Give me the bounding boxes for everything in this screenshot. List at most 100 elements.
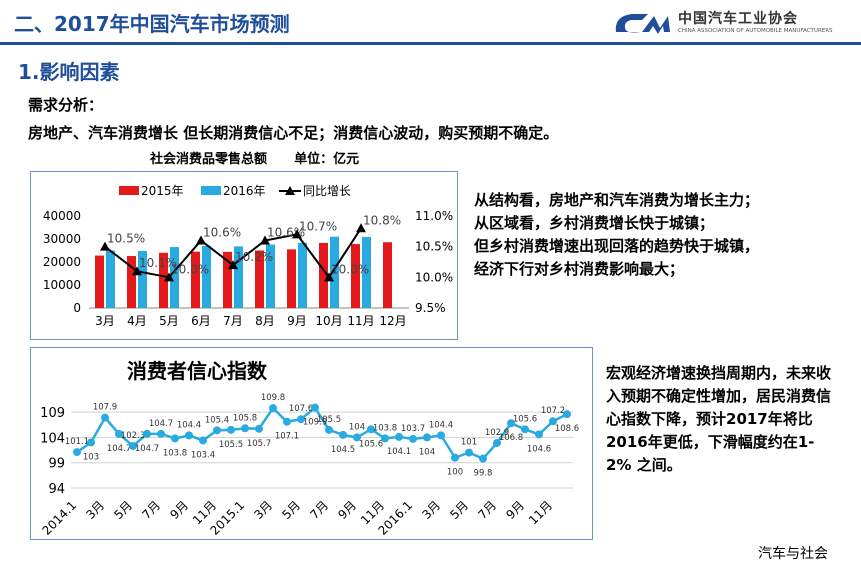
analysis-text-2: 宏观经济增速换挡周期内，未来收入预期不确定性增加，居民消费信心指数下降，预计20… <box>606 364 832 474</box>
data-label: 109.8 <box>261 393 285 403</box>
confidence-point <box>199 436 207 445</box>
data-label: 105.8 <box>233 413 257 423</box>
legend-label: 2016年 <box>223 184 266 198</box>
x-tick-label: 5月 <box>447 498 471 522</box>
legend-label: 2015年 <box>141 184 184 198</box>
confidence-point <box>507 419 515 428</box>
bar <box>234 246 243 308</box>
x-tick-label: 5月 <box>111 498 135 522</box>
data-label: 100 <box>447 468 463 478</box>
confidence-point <box>311 403 319 412</box>
data-label: 103.4 <box>191 450 215 460</box>
growth-point <box>196 235 206 245</box>
footer-source: 汽车与社会 <box>758 546 828 562</box>
x-tick-label: 4月 <box>127 314 147 328</box>
growth-label: 10.5% <box>107 232 145 246</box>
data-label: 107.2 <box>541 406 565 416</box>
x-tick-label: 6月 <box>191 314 211 328</box>
logo-text: 中国汽车工业协会 <box>678 11 798 27</box>
confidence-point <box>283 417 291 426</box>
confidence-point <box>465 448 473 457</box>
growth-point <box>292 229 302 239</box>
confidence-point <box>73 448 81 457</box>
confidence-point <box>129 442 137 451</box>
logo-icon <box>615 14 670 34</box>
bar <box>223 251 232 308</box>
growth-label: 10.7% <box>299 219 337 233</box>
growth-label: 10.0% <box>171 262 209 276</box>
x-tick-label: 8月 <box>255 314 275 328</box>
x-tick-label: 9月 <box>287 314 307 328</box>
data-label: 101 <box>461 438 477 448</box>
confidence-point <box>325 425 333 434</box>
growth-point <box>260 235 270 245</box>
x-tick-label: 3月 <box>251 498 275 522</box>
confidence-point <box>185 431 193 440</box>
data-label: 104.6 <box>527 444 551 454</box>
bar <box>191 251 200 308</box>
legend-label: 同比增长 <box>303 184 351 198</box>
page-title: 二、2017年中国汽车市场预测 <box>14 12 290 36</box>
data-label: 103 <box>83 452 99 462</box>
data-label: 107.1 <box>275 432 299 442</box>
data-label: 107.9 <box>93 403 117 413</box>
growth-label: 10.1% <box>139 256 177 270</box>
data-label: 105.5 <box>317 415 341 425</box>
analysis-text-1: 从结构看，房地产和汽车消费为增长主力； 从区域看，乡村消费增长快于城镇； 但乡村… <box>474 189 759 281</box>
bar <box>170 247 179 308</box>
bar <box>351 244 360 308</box>
confidence-point <box>493 438 501 447</box>
confidence-point <box>297 415 305 424</box>
confidence-point <box>479 454 487 463</box>
x-tick-label: 7月 <box>223 314 243 328</box>
bar <box>202 245 211 308</box>
data-label: 107.6 <box>289 404 313 414</box>
data-label: 103.7 <box>401 424 425 434</box>
retail-sales-chart: 2015年 2016年 同比增长 0 10000 20000 30000 40000 9.5% 1… <box>30 171 458 340</box>
y2-tick-label: 9.5% <box>415 301 446 315</box>
data-label: 105.5 <box>219 440 243 450</box>
data-label: 104.4 <box>177 420 201 430</box>
y-tick-label: 10000 <box>43 278 81 292</box>
y2-tick-label: 10.5% <box>415 240 453 254</box>
growth-point <box>132 266 142 276</box>
analysis-line: 经济下行对乡村消费影响最大； <box>474 260 685 278</box>
confidence-point <box>367 425 375 434</box>
growth-label: 10.6% <box>203 226 241 240</box>
data-label: 108.6 <box>555 424 579 434</box>
growth-point <box>228 260 238 270</box>
bar <box>95 255 104 308</box>
confidence-index-chart: 消费者信心指数 94 99 104 109 101.1 103 107.9 104.7 102.3… <box>30 347 593 540</box>
confidence-point <box>353 433 361 442</box>
logo-subtitle: CHINA ASSOCIATION OF AUTOMOBILE MANUFACT… <box>678 28 833 34</box>
x-tick-label: 12月 <box>379 314 406 328</box>
y-tick-label: 20000 <box>43 255 81 269</box>
chart1-caption: 社会消费品零售总额 单位：亿元 <box>150 152 360 167</box>
data-label: 104.5 <box>331 445 355 455</box>
legend-swatch <box>119 186 139 195</box>
data-label: 101.1 <box>65 437 89 447</box>
legend-marker <box>285 186 295 195</box>
confidence-point <box>395 432 403 441</box>
confidence-point <box>213 426 221 435</box>
confidence-point <box>409 434 417 443</box>
data-label: 105.4 <box>205 415 229 425</box>
data-label: 104.7 <box>107 444 131 454</box>
bar <box>298 242 307 308</box>
growth-point <box>164 272 174 282</box>
x-tick-label: 10月 <box>315 314 342 328</box>
y-tick-label: 109 <box>40 406 65 421</box>
bar <box>255 250 264 308</box>
x-tick-label: 3月 <box>83 498 107 522</box>
data-label: 105.6 <box>513 414 537 424</box>
data-label: 104.7 <box>135 444 159 454</box>
data-label: 102.9 <box>485 428 509 438</box>
confidence-point <box>451 453 459 462</box>
data-label: 109.9 <box>303 418 327 428</box>
y-tick-label: 99 <box>48 457 65 472</box>
y2-tick-label: 11.0% <box>415 209 453 223</box>
demand-label: 需求分析： <box>28 96 104 114</box>
confidence-point <box>143 429 151 438</box>
confidence-point <box>535 430 543 439</box>
data-label: 104 <box>419 447 435 457</box>
